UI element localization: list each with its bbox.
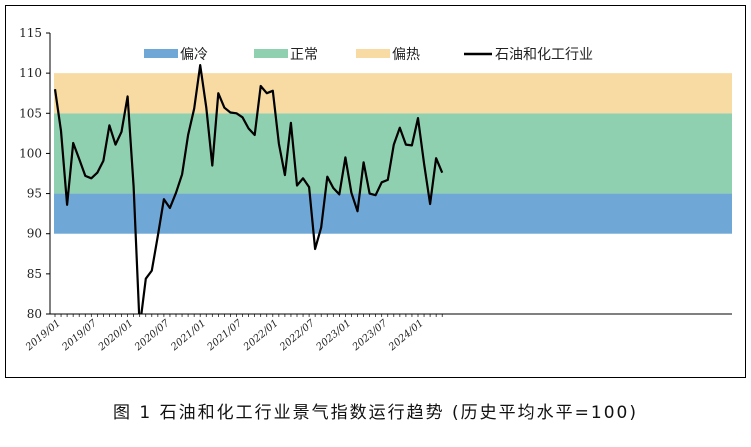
x-tick-label-6: 2022/01 [241, 318, 281, 354]
legend-label-2: 偏热 [392, 47, 420, 63]
x-tick-label-9: 2023/07 [350, 317, 390, 353]
x-tick-label-7: 2022/07 [277, 317, 317, 353]
x-tick-label-8: 2023/01 [314, 318, 354, 354]
x-tick-label-1: 2019/07 [60, 317, 100, 353]
line-chart: 808590951001051101152019/012019/072020/0… [19, 26, 732, 354]
x-tick-label-5: 2021/07 [205, 317, 245, 353]
y-tick-label-90: 90 [27, 227, 42, 241]
y-tick-label-115: 115 [19, 26, 42, 40]
legend-swatch-1 [254, 49, 288, 58]
x-tick-label-0: 2019/01 [23, 318, 63, 354]
y-tick-label-95: 95 [27, 187, 42, 201]
y-tick-label-105: 105 [19, 106, 42, 120]
x-tick-label-3: 2020/07 [132, 317, 172, 353]
band-2 [54, 73, 732, 114]
x-tick-label-4: 2021/01 [168, 318, 208, 354]
chart-frame: 80 85 90 95 100 105 110 115 2019/01 2019/07 2020/0… [5, 5, 746, 378]
legend-label-1: 正常 [290, 47, 318, 63]
y-tick-label-85: 85 [27, 267, 42, 281]
series-line-0 [53, 63, 444, 314]
y-tick-label-110: 110 [19, 66, 42, 80]
legend-label-0: 偏冷 [180, 47, 208, 63]
series-layer [53, 63, 444, 314]
figure-caption: 图 1 石油和化工行业景气指数运行趋势 (历史平均水平=100) [113, 403, 638, 423]
y-tick-label-100: 100 [19, 146, 42, 160]
x-tick-label-2: 2020/01 [96, 318, 136, 354]
y-tick-label-80: 80 [27, 307, 42, 321]
x-tick-label-10: 2024/01 [386, 318, 426, 354]
legend-label-3: 石油和化工行业 [495, 47, 593, 63]
legend-swatch-2 [356, 49, 390, 58]
band-0 [54, 193, 732, 234]
legend: 偏冷 正常 偏热 石油和化工行业 [144, 47, 593, 63]
legend-swatch-0 [144, 49, 178, 58]
